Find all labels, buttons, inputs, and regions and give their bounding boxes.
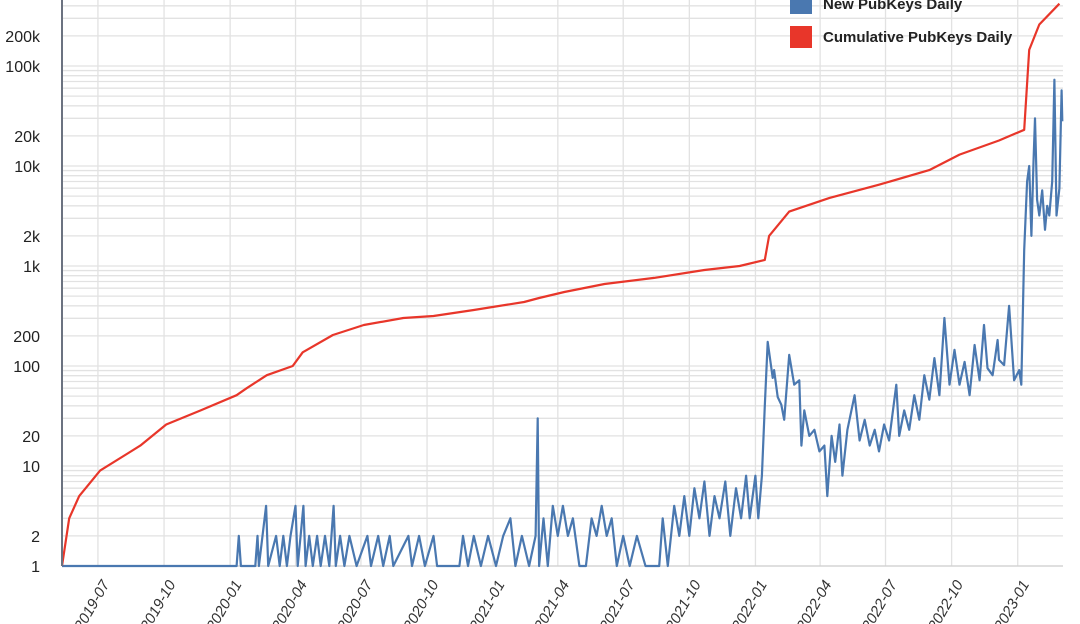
series-line-new-pubkeys (62, 78, 1064, 568)
x-tick-label: 2020-01 (203, 578, 246, 624)
series-layer (60, 2, 1064, 568)
legend-swatch-new-pubkeys (790, 0, 812, 14)
legend-item-new-pubkeys[interactable]: New PubKeys Daily (790, 0, 963, 14)
y-tick-label: 2k (23, 229, 41, 246)
x-tick-label: 2022-01 (728, 578, 771, 624)
x-tick-label: 2021-04 (531, 578, 574, 624)
x-tick-label: 2023-01 (990, 578, 1033, 624)
x-tick-label: 2020-10 (400, 577, 443, 624)
x-tick-label: 2022-10 (924, 577, 967, 624)
x-tick-labels: 2019-07 2019-10 2020-01 2020-04 2020-07 2020-… (71, 577, 1034, 624)
y-tick-label: 1k (23, 259, 41, 276)
y-tick-label: 20k (14, 129, 41, 146)
series-line-cumulative-pubkeys (60, 2, 1061, 567)
y-tick-labels: 1 2 10 20 100 200 1k 2k 10k 20k 100k 200k (5, 29, 41, 576)
x-tick-label: 2019-10 (137, 577, 180, 624)
x-tick-label: 2019-07 (71, 577, 114, 624)
legend: New PubKeys Daily Cumulative PubKeys Dai… (790, 0, 1013, 48)
y-tick-label: 1 (31, 559, 40, 576)
legend-label-cumulative-pubkeys: Cumulative PubKeys Daily (823, 29, 1013, 46)
x-tick-label: 2021-01 (466, 578, 509, 624)
y-tick-label: 100 (13, 359, 40, 376)
legend-swatch-cumulative-pubkeys (790, 26, 812, 48)
y-tick-label: 100k (5, 59, 41, 76)
x-tick-label: 2020-04 (268, 578, 311, 624)
y-tick-label: 10 (22, 459, 40, 476)
y-tick-label: 2 (31, 529, 40, 546)
x-tick-label: 2022-07 (858, 577, 901, 624)
y-tick-label: 200k (5, 29, 41, 46)
y-tick-label: 200 (13, 329, 40, 346)
x-tick-label: 2021-10 (662, 577, 705, 624)
legend-item-cumulative-pubkeys[interactable]: Cumulative PubKeys Daily (790, 26, 1013, 48)
x-tick-label: 2020-07 (334, 577, 377, 624)
y-tick-label: 10k (14, 159, 41, 176)
grid (62, 0, 1063, 567)
y-tick-label: 20 (22, 429, 40, 446)
legend-label-new-pubkeys: New PubKeys Daily (823, 0, 963, 13)
x-tick-label: 2021-07 (596, 577, 639, 624)
x-tick-label: 2022-04 (793, 578, 836, 624)
